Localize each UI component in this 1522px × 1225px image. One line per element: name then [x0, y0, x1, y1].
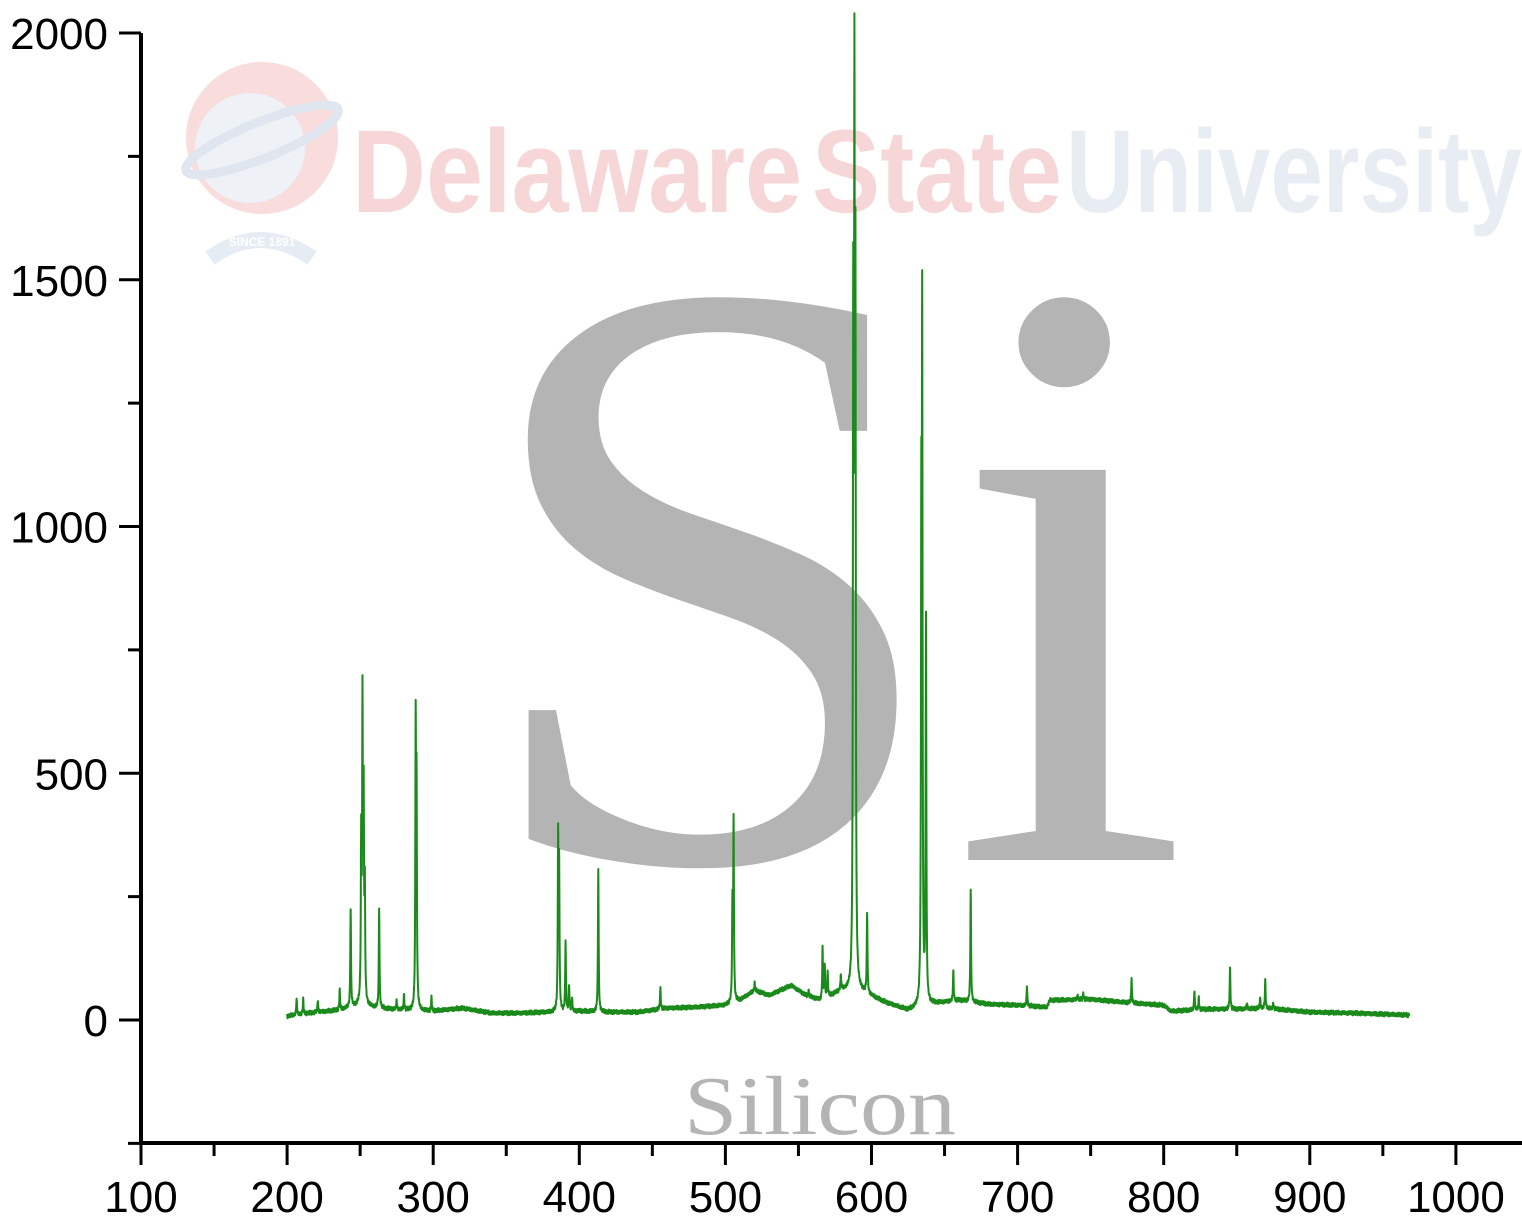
x-tick-label: 300 — [396, 1173, 469, 1222]
element-name: Silicon — [684, 1060, 956, 1153]
y-tick-label: 500 — [35, 750, 108, 799]
x-tick-label: 400 — [543, 1173, 616, 1222]
globe-icon — [181, 62, 343, 265]
x-tick-label: 200 — [250, 1173, 323, 1222]
axes — [139, 33, 1522, 1145]
y-tick-label: 2000 — [10, 10, 108, 59]
x-tick-label: 500 — [689, 1173, 762, 1222]
watermark-word-delaware: Delaware — [352, 106, 802, 238]
y-tick-label: 1000 — [10, 504, 108, 553]
element-symbol: Si — [470, 103, 1190, 1044]
watermark-since: SINCE 1891 — [229, 235, 296, 249]
y-tick-label: 0 — [84, 997, 108, 1046]
watermark-word-university: University — [1066, 106, 1522, 238]
spectrum-line — [286, 12, 1411, 1020]
x-tick-label: 100 — [104, 1173, 177, 1222]
y-ticks: 0 500 1000 1500 2000 — [10, 10, 141, 1145]
x-ticks: 100 200 300 400 500 600 700 800 900 1000 — [104, 1143, 1505, 1222]
x-tick-label: 700 — [981, 1173, 1054, 1222]
x-tick-label: 900 — [1273, 1173, 1346, 1222]
x-tick-label: 600 — [835, 1173, 908, 1222]
x-tick-label: 800 — [1127, 1173, 1200, 1222]
y-tick-label: 1500 — [10, 257, 108, 306]
x-tick-label: 1000 — [1407, 1173, 1505, 1222]
